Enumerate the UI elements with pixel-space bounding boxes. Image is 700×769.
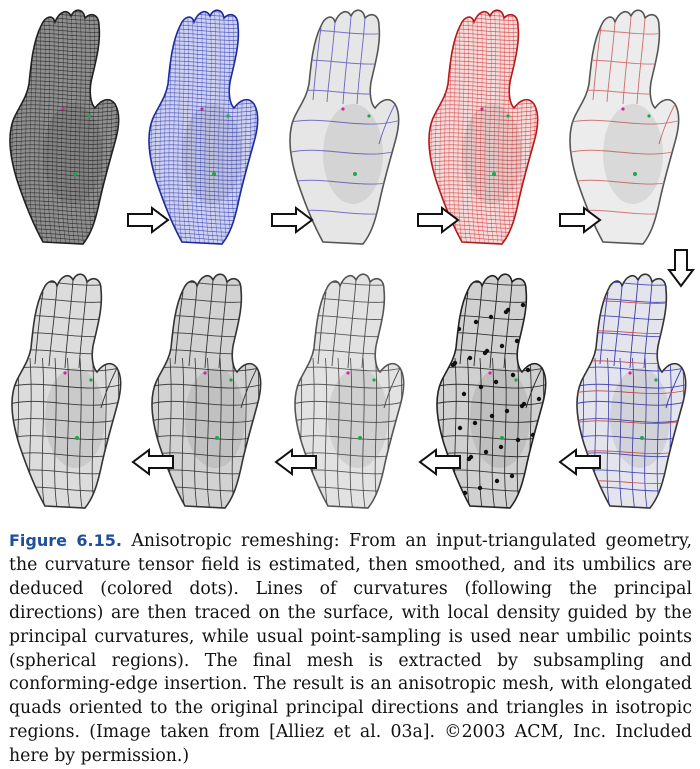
traced-lines-blue-red-hand bbox=[576, 273, 687, 509]
figure-caption: Figure 6.15. Anisotropic remeshing: From… bbox=[9, 529, 692, 769]
figure-label: Figure 6.15. bbox=[9, 531, 122, 550]
smoothed-tensor-field-hand bbox=[289, 9, 400, 245]
subsampled-lines-hand bbox=[294, 273, 405, 509]
lines-of-curvature-hand bbox=[569, 9, 680, 245]
arrow-right-3-icon bbox=[417, 206, 460, 234]
figure-image bbox=[9, 9, 695, 509]
sampled-vertices-hand bbox=[436, 273, 547, 509]
arrow-right-2-icon bbox=[271, 206, 314, 234]
bottom-row bbox=[11, 273, 687, 509]
final-anisotropic-mesh-hand bbox=[11, 273, 122, 509]
arrow-down-icon bbox=[667, 249, 695, 288]
curvature-tensor-field-hand bbox=[148, 9, 259, 245]
arrow-left-4-icon bbox=[558, 448, 601, 476]
arrow-right-1-icon bbox=[127, 206, 170, 234]
caption-text: Anisotropic remeshing: From an input-tri… bbox=[9, 531, 693, 767]
input-triangulated-mesh-hand bbox=[9, 9, 120, 245]
arrow-left-1-icon bbox=[131, 448, 174, 476]
arrow-left-3-icon bbox=[418, 448, 461, 476]
arrow-right-4-icon bbox=[559, 206, 602, 234]
conforming-edge-mesh-hand bbox=[151, 273, 262, 509]
arrow-left-2-icon bbox=[274, 448, 317, 476]
top-row bbox=[9, 9, 680, 245]
arrows bbox=[127, 206, 695, 476]
hand-remeshing-illustration bbox=[9, 9, 695, 509]
